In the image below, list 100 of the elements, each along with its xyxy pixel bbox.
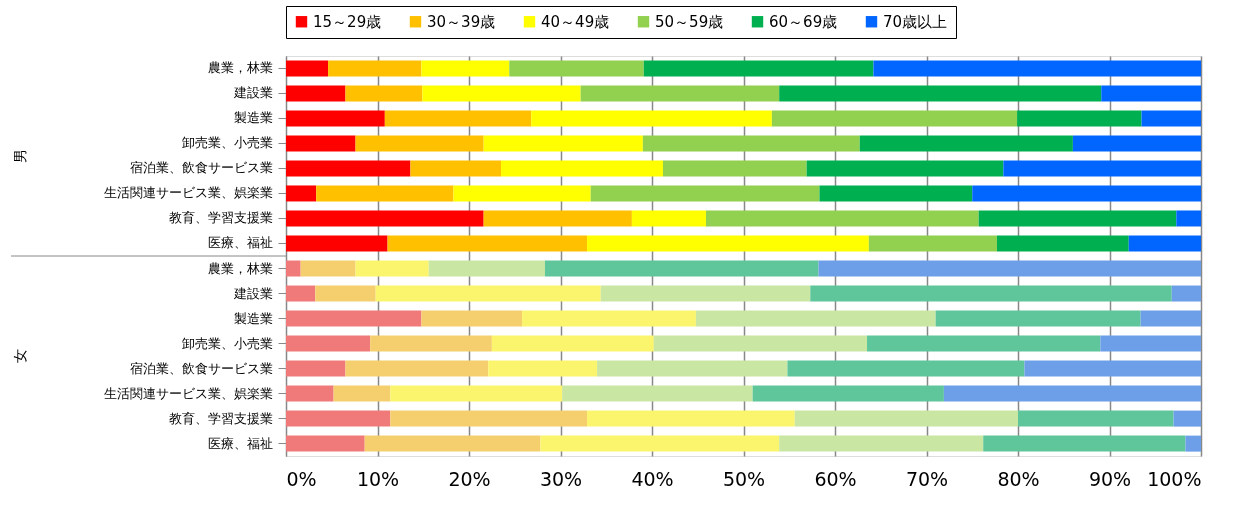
x-tick-label: 20% (448, 467, 491, 490)
bar (590, 185, 820, 202)
bar (1024, 360, 1201, 377)
bar (364, 435, 541, 452)
bar (787, 360, 1025, 377)
bar (286, 185, 317, 202)
x-tick-label: 0% (286, 467, 317, 490)
bar (286, 60, 329, 77)
bar (972, 185, 1201, 202)
bar (421, 60, 510, 77)
bar (873, 60, 1201, 77)
x-tick-label: 30% (539, 467, 583, 490)
bar (328, 60, 422, 77)
bar (597, 360, 788, 377)
bar (662, 160, 807, 177)
bar (771, 110, 1018, 127)
bar (1100, 335, 1201, 352)
bar (286, 285, 316, 302)
y-tick-label: 宿泊業、飲食サービス業 (129, 160, 273, 176)
bar (580, 85, 780, 102)
bar (315, 285, 376, 302)
bar (355, 260, 429, 277)
y-tick-label: 農業，林業 (207, 60, 273, 76)
bar (1128, 235, 1201, 252)
bar (544, 260, 819, 277)
bar (483, 210, 632, 227)
bar (1185, 435, 1201, 452)
legend-label: 30～39歳 (427, 12, 496, 31)
bar (410, 160, 502, 177)
bar (375, 285, 601, 302)
y-tick-label: 建設業 (232, 285, 273, 301)
bar (390, 410, 588, 427)
y-tick-label: 医療、福祉 (207, 435, 273, 451)
legend-label: 40～49歳 (541, 12, 610, 31)
bar (286, 110, 385, 127)
bar (531, 110, 772, 127)
bar (1003, 160, 1201, 177)
y-tick-label: 製造業 (233, 310, 273, 326)
bar (978, 210, 1177, 227)
bar (1173, 410, 1201, 427)
bar (1176, 210, 1201, 227)
bar (286, 260, 301, 277)
legend-label: 50～59歳 (655, 12, 724, 31)
legend-label: 70歳以上 (883, 12, 948, 31)
y-tick-label: 生活関連サービス業、娯楽業 (103, 385, 273, 401)
bar (501, 160, 663, 177)
bar (695, 310, 936, 327)
legend-label: 15～29歳 (313, 12, 382, 31)
x-tick-label: 10% (356, 467, 400, 490)
bar (286, 135, 356, 152)
x-tick-label: 90% (1088, 467, 1132, 490)
bar (562, 385, 753, 402)
y-tick-label: 教育、学習支援業 (168, 410, 273, 426)
y-tick-label: 卸売業、小売業 (181, 335, 273, 351)
x-tick-label: 80% (997, 467, 1040, 490)
y-tick-label: 教育、学習支援業 (168, 210, 273, 226)
bar (935, 310, 1141, 327)
bar (819, 185, 973, 202)
bar (794, 410, 1018, 427)
x-tick-label: 60% (814, 467, 857, 490)
bar (286, 410, 391, 427)
bar (488, 360, 598, 377)
bar (370, 335, 492, 352)
bar (483, 135, 643, 152)
y-tick-label: 卸売業、小売業 (181, 135, 273, 151)
bar (316, 185, 454, 202)
bar (642, 135, 860, 152)
bar (286, 85, 346, 102)
bar (1018, 410, 1174, 427)
x-tick-label: 100% (1147, 467, 1202, 490)
bar (453, 185, 591, 202)
bar (806, 160, 1004, 177)
bar (509, 60, 644, 77)
y-tick-label: 医療、福祉 (207, 235, 273, 251)
bar (943, 385, 1201, 402)
bar (1101, 85, 1201, 102)
bar (422, 85, 581, 102)
y-tick-label: 宿泊業、飲食サービス業 (129, 360, 273, 376)
bar (587, 235, 869, 252)
x-tick-label: 50% (722, 467, 766, 490)
y-tick-label: 製造業 (233, 110, 273, 126)
bar (286, 310, 422, 327)
bar (653, 335, 868, 352)
bar (1017, 110, 1142, 127)
bar (996, 235, 1129, 252)
bar (345, 360, 489, 377)
x-tick-label: 70% (905, 467, 949, 490)
bar (631, 210, 706, 227)
bar (355, 135, 484, 152)
bar (600, 285, 811, 302)
bar (752, 385, 944, 402)
bar (491, 335, 654, 352)
bar (705, 210, 979, 227)
bar (810, 285, 1172, 302)
bar (286, 385, 334, 402)
bar (286, 335, 371, 352)
bar (779, 85, 1102, 102)
bar (390, 385, 563, 402)
bar (1140, 310, 1201, 327)
bar (867, 335, 1101, 352)
